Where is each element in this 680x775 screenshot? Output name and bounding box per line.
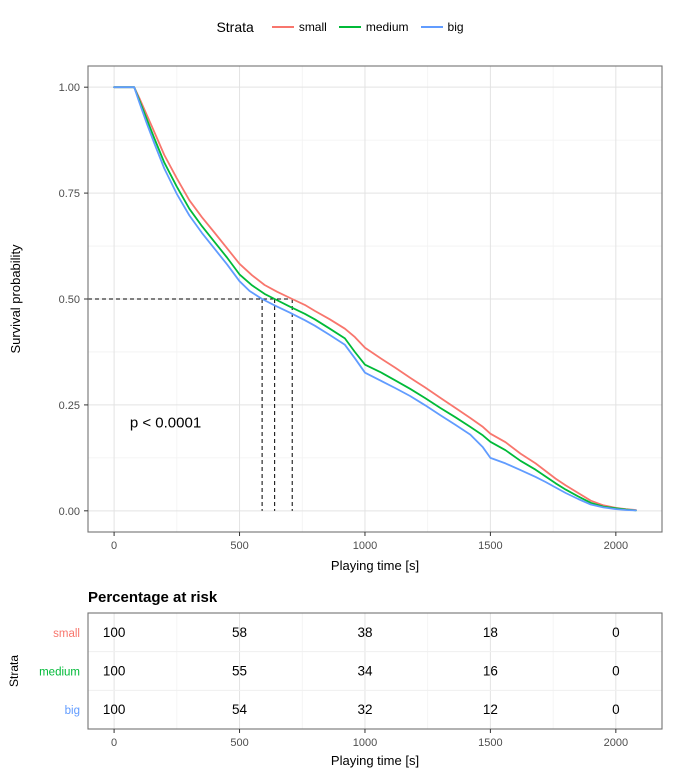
- legend-item-label: big: [447, 20, 464, 34]
- x-tick-label: 1000: [353, 540, 377, 552]
- y-tick-label: 0.50: [59, 294, 80, 306]
- survival-curve-medium: [113, 86, 637, 512]
- x-tick-label: 2000: [604, 540, 628, 552]
- risk-value: 34: [357, 664, 373, 679]
- y-axis-title: Survival probability: [8, 244, 23, 354]
- x-tick-label: 1500: [478, 540, 502, 552]
- y-tick-label: 0.25: [59, 400, 80, 412]
- survival-curve-big: [113, 86, 637, 512]
- risk-value: 12: [483, 702, 498, 717]
- risk-value: 55: [232, 664, 247, 679]
- legend-item-label: medium: [365, 20, 409, 34]
- risk-value: 0: [612, 625, 620, 640]
- risk-value: 16: [483, 664, 498, 679]
- survival-plot: 0 500 1000 1500 2000 0.00 0.25 0.50 0.75 1.00 Play…: [8, 65, 663, 573]
- legend-item-label: small: [298, 20, 327, 34]
- risk-table-title: Percentage at risk: [88, 589, 218, 606]
- table-x-axis-title: Playing time [s]: [331, 753, 419, 768]
- p-value-annotation: p < 0.0001: [130, 414, 201, 431]
- survival-curve-small: [113, 86, 637, 511]
- legend-item-small: small: [271, 20, 327, 34]
- risk-table-panel: [88, 613, 662, 729]
- risk-value: 100: [103, 625, 126, 640]
- table-x-tick-label: 1000: [353, 737, 377, 749]
- legend-items: small medium big: [260, 20, 464, 34]
- risk-row-label-big: big: [65, 705, 80, 717]
- risk-row-label-medium: medium: [39, 667, 80, 679]
- risk-value: 54: [232, 702, 248, 717]
- risk-table-border: [87, 612, 663, 730]
- x-tick-label: 500: [230, 540, 248, 552]
- table-x-tick-label: 0: [111, 737, 117, 749]
- legend-key-line: [338, 25, 361, 29]
- risk-table: Percentage at risk small 100 58 38 18 0 medium 1…: [7, 589, 663, 768]
- y-tick-label: 1.00: [59, 82, 80, 94]
- legend-key-line: [420, 25, 443, 29]
- legend-item-big: big: [420, 20, 464, 34]
- x-tick-label: 0: [111, 540, 117, 552]
- risk-value: 38: [357, 625, 372, 640]
- risk-row-label-small: small: [53, 628, 80, 640]
- risk-value: 100: [103, 664, 126, 679]
- legend-title: Strata: [216, 19, 254, 35]
- risk-value: 100: [103, 702, 126, 717]
- table-x-tick-label: 500: [230, 737, 248, 749]
- x-axis-title: Playing time [s]: [331, 558, 419, 573]
- risk-value: 0: [612, 664, 620, 679]
- table-y-axis-title: Strata: [7, 655, 21, 687]
- legend-key-line: [271, 25, 294, 29]
- y-tick-label: 0.00: [59, 506, 80, 518]
- legend-item-medium: medium: [338, 20, 409, 34]
- table-x-tick-label: 2000: [604, 737, 628, 749]
- risk-value: 18: [483, 625, 498, 640]
- table-x-tick-label: 1500: [478, 737, 502, 749]
- risk-value: 58: [232, 625, 247, 640]
- y-tick-label: 0.75: [59, 188, 80, 200]
- risk-value: 32: [357, 702, 372, 717]
- legend: Strata small medium big: [0, 0, 680, 54]
- risk-value: 0: [612, 702, 620, 717]
